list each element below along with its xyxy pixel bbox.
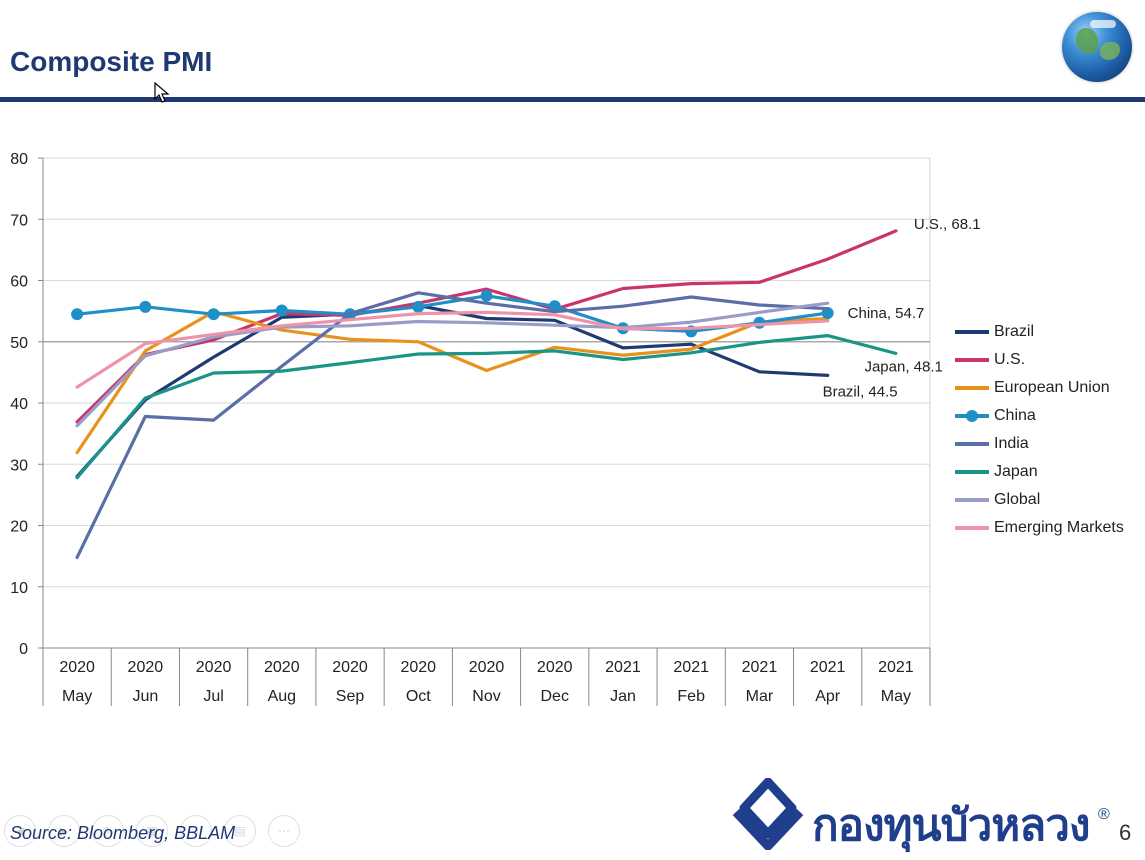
x-tick-year: 2020	[264, 659, 300, 676]
legend-item-global: Global	[955, 486, 1124, 514]
grid-view-icon[interactable]: ▦	[136, 815, 168, 847]
prev-slide-icon[interactable]: ◀	[4, 815, 36, 847]
legend-label: Japan	[994, 463, 1038, 480]
legend-swatch	[955, 442, 989, 446]
series-line-european-union	[75, 310, 830, 455]
legend-swatch	[955, 498, 989, 502]
legend-label: Brazil	[994, 323, 1035, 340]
legend-label: European Union	[994, 379, 1110, 396]
legend-item-european-union: European Union	[955, 374, 1124, 402]
x-tick-year: 2020	[196, 659, 232, 676]
x-tick-year: 2020	[537, 659, 573, 676]
data-label-u-s: U.S., 68.1	[914, 216, 981, 233]
data-point-china	[480, 289, 493, 302]
legend-label: U.S.	[994, 351, 1026, 368]
x-tick-month: Sep	[336, 688, 365, 705]
y-tick-label: 80	[10, 151, 28, 168]
y-tick-label: 40	[10, 396, 28, 413]
legend-marker	[966, 410, 978, 422]
x-tick-year: 2020	[469, 659, 505, 676]
data-point-china	[548, 300, 561, 313]
globe-icon	[1062, 12, 1132, 82]
x-tick-year: 2020	[400, 659, 436, 676]
data-point-china	[139, 300, 152, 313]
y-tick-label: 30	[10, 457, 28, 474]
legend-item-brazil: Brazil	[955, 318, 1124, 346]
x-tick-year: 2021	[742, 659, 778, 676]
data-point-china	[71, 308, 84, 321]
legend-item-japan: Japan	[955, 458, 1124, 486]
data-point-china	[207, 308, 220, 321]
data-label-brazil: Brazil, 44.5	[823, 383, 898, 400]
legend-swatch	[955, 470, 989, 474]
series-line-global	[75, 301, 830, 428]
y-tick-label: 20	[10, 519, 28, 536]
data-label-china: China, 54.7	[848, 305, 925, 322]
page-number: 6	[1119, 820, 1132, 845]
title-divider	[0, 97, 1145, 102]
x-tick-year: 2020	[332, 659, 368, 676]
x-tick-month: Mar	[746, 688, 774, 705]
x-tick-month: Jan	[610, 688, 636, 705]
legend-swatch	[955, 386, 989, 390]
more-options-icon[interactable]: ⋯	[268, 815, 300, 847]
x-tick-month: Dec	[541, 688, 569, 705]
series-line-brazil	[75, 304, 830, 479]
series-line-china	[75, 294, 830, 333]
x-tick-month: Feb	[677, 688, 705, 705]
y-tick-label: 70	[10, 212, 28, 229]
legend-label: China	[994, 407, 1036, 424]
legend-swatch	[955, 330, 989, 334]
series-line-india	[75, 291, 830, 560]
series-line-japan	[75, 334, 898, 480]
series-line-emerging-markets	[75, 310, 830, 389]
x-tick-year: 2020	[59, 659, 95, 676]
x-tick-year: 2020	[128, 659, 164, 676]
x-tick-month: May	[881, 688, 911, 705]
presentation-toolbar[interactable]: ◀ ▶ ✎ ▦ ⌕ ▤ ⋯	[4, 815, 300, 847]
legend-item-u-s: U.S.	[955, 346, 1124, 374]
chart-legend: Brazil U.S. European Union China India Japan G…	[955, 318, 1124, 542]
data-point-china	[753, 316, 766, 329]
mouse-cursor-icon	[154, 82, 170, 103]
x-tick-year: 2021	[810, 659, 846, 676]
legend-item-india: India	[955, 430, 1124, 458]
pen-icon[interactable]: ✎	[92, 815, 124, 847]
legend-item-china: China	[955, 402, 1124, 430]
legend-label: India	[994, 435, 1029, 452]
registered-mark: ®	[1098, 806, 1110, 823]
x-tick-month: Nov	[472, 688, 500, 705]
y-tick-label: 10	[10, 580, 28, 597]
data-label-japan: Japan, 48.1	[864, 358, 942, 375]
composite-pmi-chart: 0 10 20 30 40 50 60 70 80 2020 May 2020 Jun 2020 Jul 20…	[10, 151, 981, 706]
legend-label: Emerging Markets	[994, 519, 1124, 536]
x-tick-year: 2021	[673, 659, 709, 676]
x-tick-year: 2021	[605, 659, 641, 676]
legend-label: Global	[994, 491, 1041, 508]
zoom-icon[interactable]: ⌕	[180, 815, 212, 847]
x-tick-month: Apr	[815, 688, 841, 705]
x-tick-month: Aug	[268, 688, 296, 705]
x-tick-month: Jun	[132, 688, 158, 705]
x-tick-month: May	[62, 688, 92, 705]
y-tick-label: 60	[10, 274, 28, 291]
y-tick-label: 50	[10, 335, 28, 352]
y-tick-label: 0	[19, 641, 28, 658]
legend-swatch	[955, 526, 989, 530]
next-slide-icon[interactable]: ▶	[48, 815, 80, 847]
subtitles-icon[interactable]: ▤	[224, 815, 256, 847]
x-tick-year: 2021	[878, 659, 914, 676]
x-tick-month: Jul	[203, 688, 223, 705]
series-line-u-s	[75, 229, 898, 424]
slide-title: Composite PMI	[10, 46, 213, 77]
bualuang-lotus-logo	[732, 778, 804, 850]
source-note: Source: Bloomberg, BBLAM	[10, 823, 236, 843]
x-tick-month: Oct	[406, 688, 431, 705]
data-point-china	[412, 300, 425, 313]
legend-swatch	[955, 410, 989, 422]
data-point-china	[275, 304, 288, 317]
legend-swatch	[955, 358, 989, 362]
legend-item-emerging-markets: Emerging Markets	[955, 514, 1124, 542]
company-logo-text: กองทุนบัวหลวง	[812, 800, 1090, 851]
